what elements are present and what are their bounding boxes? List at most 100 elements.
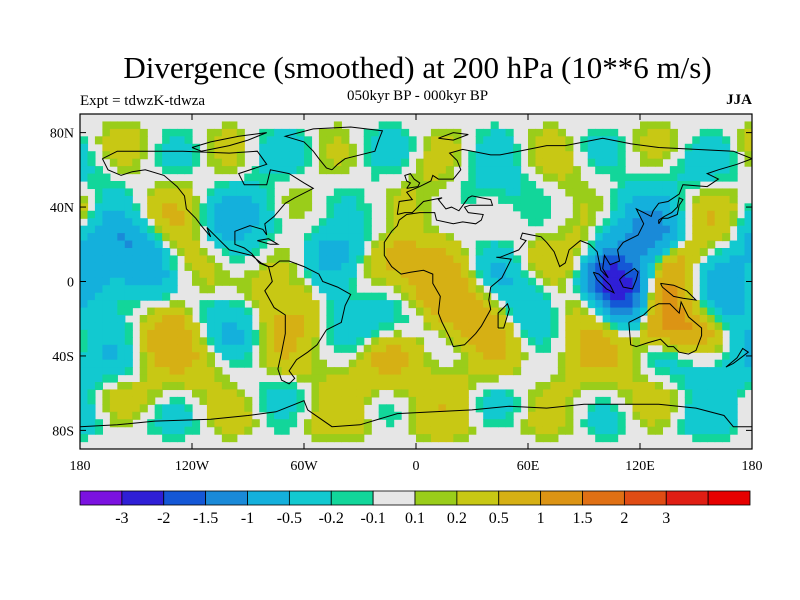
field-cell [393,389,402,398]
field-cell [625,396,634,405]
field-cell [535,188,544,197]
field-cell [378,359,387,368]
field-cell [498,322,507,331]
field-cell [692,300,701,309]
field-cell [520,210,529,219]
field-cell [557,389,566,398]
field-cell [94,195,103,204]
field-cell [453,374,462,383]
field-cell [595,285,604,294]
field-cell [520,426,529,435]
field-cell [117,181,126,190]
field-cell [699,396,708,405]
field-cell [199,307,208,316]
field-cell [87,240,96,249]
field-cell [236,359,245,368]
field-cell [542,121,551,130]
field-cell [460,300,469,309]
field-cell [378,411,387,420]
field-cell [453,419,462,428]
field-cell [221,188,230,197]
field-cell [707,426,716,435]
field-cell [214,307,223,316]
field-cell [595,434,604,443]
field-cell [363,389,372,398]
field-cell [139,367,148,376]
field-cell [542,173,551,182]
field-cell [744,315,752,324]
field-cell [401,292,410,301]
field-cell [229,233,238,242]
field-cell [80,359,89,368]
field-cell [408,248,417,257]
field-cell [483,307,492,316]
field-cell [386,262,395,271]
field-cell [229,277,238,286]
field-cell [281,277,290,286]
field-cell [542,292,551,301]
field-cell [617,352,626,361]
field-cell [177,374,186,383]
field-cell [625,352,634,361]
field-cell [363,300,372,309]
field-cell [490,337,499,346]
field-cell [669,367,678,376]
field-cell [714,374,723,383]
field-cell [445,136,454,145]
field-cell [610,426,619,435]
field-cell [505,322,514,331]
field-cell [513,151,522,160]
field-cell [318,151,327,160]
field-cell [80,151,89,160]
field-cell [147,352,156,361]
field-cell [722,352,731,361]
field-cell [557,136,566,145]
field-cell [177,352,186,361]
field-cell [169,158,178,167]
field-cell [236,218,245,227]
field-cell [281,359,290,368]
field-cell [550,143,559,152]
field-cell [109,337,118,346]
field-cell [408,277,417,286]
field-cell [154,367,163,376]
field-cell [386,352,395,361]
field-cell [722,188,731,197]
field-cell [483,419,492,428]
field-cell [109,218,118,227]
field-cell [221,143,230,152]
field-cell [333,307,342,316]
field-cell [438,255,447,264]
field-cell [177,329,186,338]
field-cell [296,352,305,361]
field-cell [124,203,133,212]
field-cell [647,248,656,257]
field-cell [124,210,133,219]
field-cell [572,359,581,368]
field-cell [102,181,111,190]
field-cell [647,352,656,361]
field-cell [117,240,126,249]
field-cell [625,359,634,368]
field-cell [281,300,290,309]
field-cell [199,382,208,391]
field-cell [707,404,716,413]
field-cell [513,195,522,204]
field-cell [132,292,141,301]
field-cell [662,277,671,286]
field-cell [229,411,238,420]
coastline-eurasia-africa [383,137,752,348]
field-cell [520,322,529,331]
field-cell [610,277,619,286]
field-cell [572,218,581,227]
field-cell [565,404,574,413]
field-cell [654,359,663,368]
field-cell [617,277,626,286]
field-cell [416,188,425,197]
field-cell [102,285,111,294]
field-cell [535,255,544,264]
field-cell [289,300,298,309]
field-cell [162,411,171,420]
field-cell [528,151,537,160]
field-cell [632,389,641,398]
